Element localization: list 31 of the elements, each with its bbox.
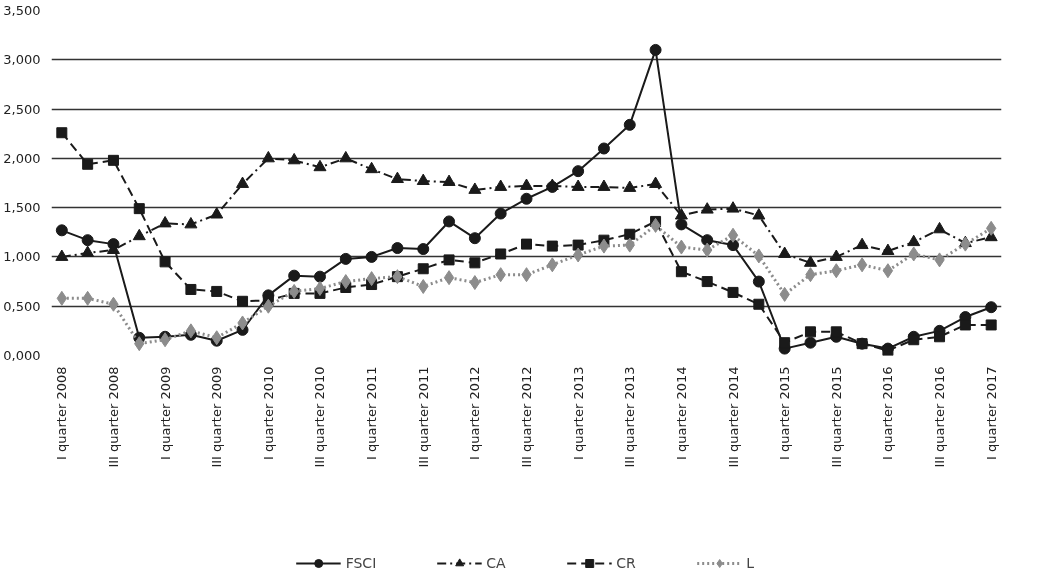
x-tick-label: I quarter 2015 [777,366,793,460]
x-tick-label: III quarter 2014 [725,366,741,468]
x-tick-label: III quarter 2009 [209,366,225,468]
x-tick-label: I quarter 2012 [467,366,483,460]
x-tick-label: I quarter 2014 [673,366,689,460]
x-tick-label: I quarter 2008 [54,366,70,460]
y-tick-label: 2,000 [3,150,41,166]
y-tick-label: 1,500 [3,200,41,216]
legend-label: CR [616,554,637,571]
x-tick-label: III quarter 2013 [622,366,638,468]
x-tick-label: III quarter 2015 [828,366,844,468]
legend-label: FSCI [345,554,377,571]
x-tick-label: III quarter 2008 [105,366,121,468]
y-tick-label: 2,500 [3,101,41,117]
x-tick-label: I quarter 2017 [983,366,999,460]
x-tick-label: III quarter 2016 [932,366,948,468]
y-tick-label: 0,000 [3,348,41,363]
x-tick-label: III quarter 2012 [519,366,534,468]
legend-label: L [746,554,756,571]
x-tick-label: I quarter 2010 [260,366,276,460]
y-tick-label: 3,000 [3,52,41,68]
x-tick-label: III quarter 2010 [312,366,328,468]
x-tick-label: I quarter 2011 [364,366,380,460]
x-tick-label: I quarter 2013 [570,366,586,460]
y-tick-label: 1,000 [3,249,41,265]
x-tick-label: I quarter 2016 [880,366,896,460]
legend-label: CA [486,554,507,571]
y-tick-label: 0,500 [3,298,41,314]
y-tick-label: 3,500 [3,3,41,18]
x-tick-label: I quarter 2009 [157,366,173,460]
x-tick-label: III quarter 2011 [415,366,431,468]
